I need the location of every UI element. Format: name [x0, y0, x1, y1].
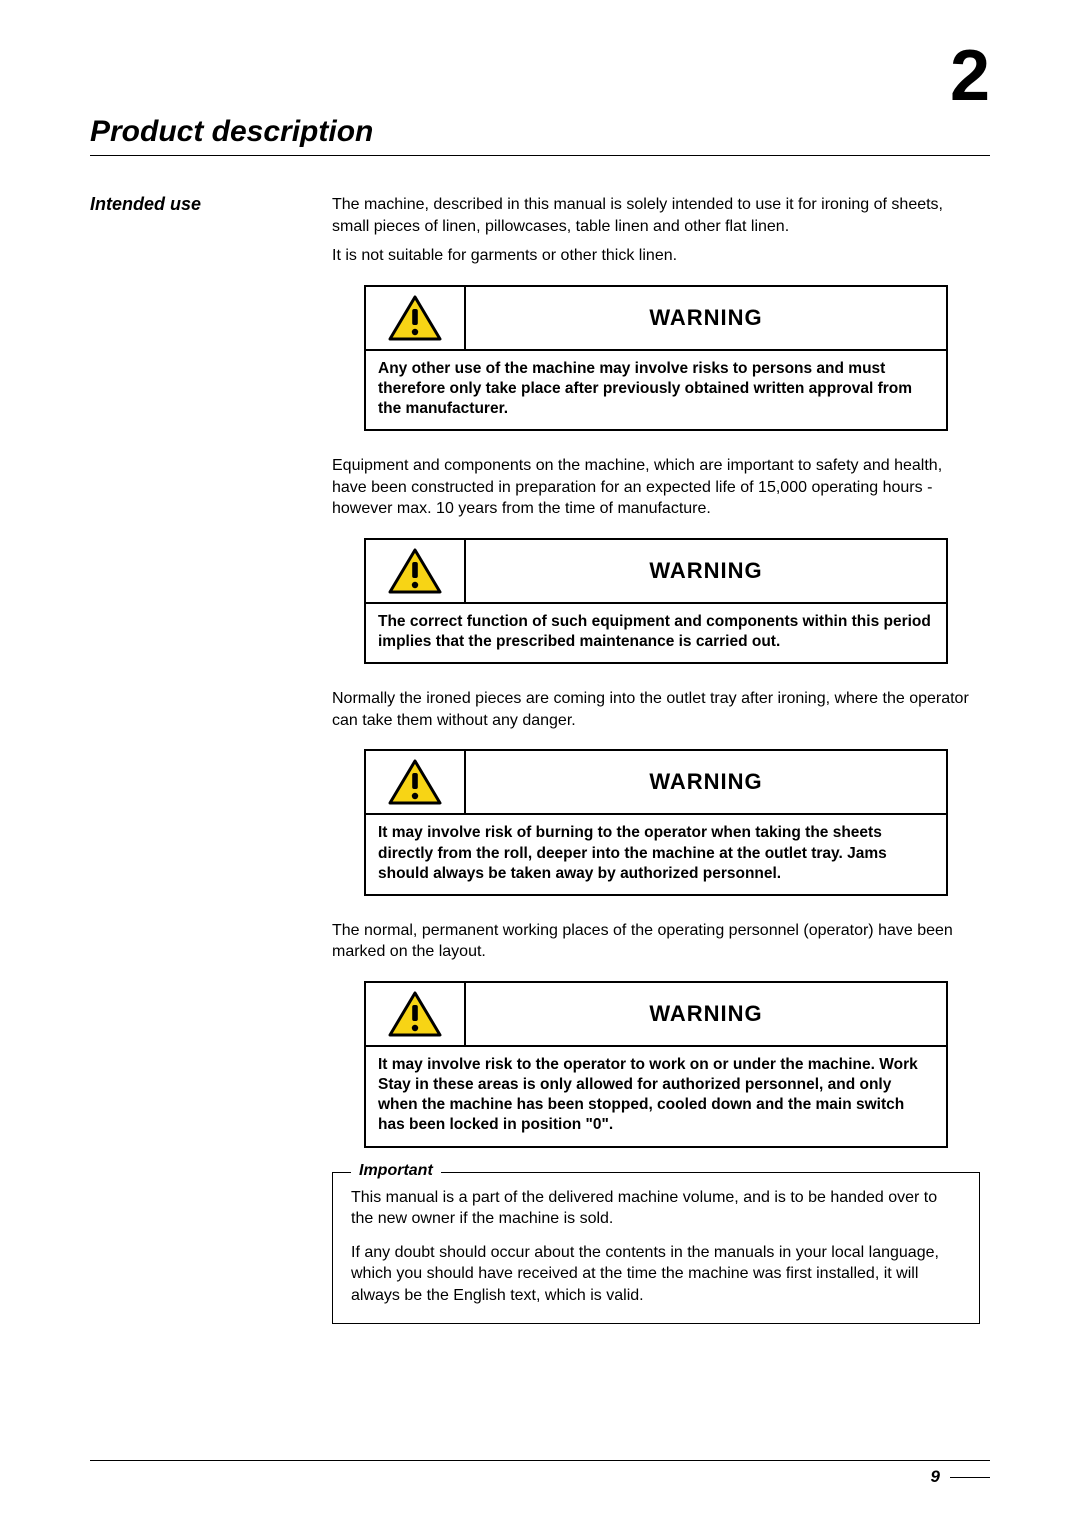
warning-label: WARNING [466, 287, 946, 351]
footer-rule [90, 1460, 990, 1461]
warning-header: WARNING [366, 983, 946, 1047]
warning-box: WARNING It may involve risk to the opera… [364, 981, 948, 1148]
warning-box: WARNING The correct function of such equ… [364, 538, 948, 664]
chapter-number: 2 [950, 35, 990, 117]
warning-icon-cell [366, 983, 466, 1047]
warning-box: WARNING It may involve risk of burning t… [364, 749, 948, 895]
body-paragraph: Normally the ironed pieces are coming in… [332, 688, 980, 731]
content-col: The machine, described in this manual is… [332, 194, 990, 1324]
warning-header: WARNING [366, 540, 946, 604]
warning-header: WARNING [366, 751, 946, 815]
warning-box: WARNING Any other use of the machine may… [364, 285, 948, 431]
warning-triangle-icon [388, 759, 442, 805]
warning-icon-cell [366, 751, 466, 815]
warning-body: Any other use of the machine may involve… [366, 351, 946, 429]
sidebar-heading: Intended use [90, 194, 320, 215]
important-box: Important This manual is a part of the d… [332, 1172, 980, 1324]
body-paragraph: Equipment and components on the machine,… [332, 455, 980, 520]
warning-label: WARNING [466, 751, 946, 815]
content-grid: Intended use The machine, described in t… [90, 194, 990, 1324]
warning-icon-cell [366, 287, 466, 351]
warning-icon-cell [366, 540, 466, 604]
warning-body: It may involve risk of burning to the op… [366, 815, 946, 893]
title-rule [90, 155, 990, 156]
page-title: Product description [90, 115, 990, 149]
warning-triangle-icon [388, 991, 442, 1037]
important-paragraph: This manual is a part of the delivered m… [351, 1187, 961, 1230]
warning-label: WARNING [466, 540, 946, 604]
warning-header: WARNING [366, 287, 946, 351]
warning-body: The correct function of such equipment a… [366, 604, 946, 662]
page-number: 9 [931, 1467, 990, 1487]
body-paragraph: It is not suitable for garments or other… [332, 245, 980, 267]
body-paragraph: The normal, permanent working places of … [332, 920, 980, 963]
body-paragraph: The machine, described in this manual is… [332, 194, 980, 237]
important-legend: Important [351, 1162, 441, 1180]
warning-label: WARNING [466, 983, 946, 1047]
warning-triangle-icon [388, 295, 442, 341]
sidebar-col: Intended use [90, 194, 320, 1324]
warning-body: It may involve risk to the operator to w… [366, 1047, 946, 1146]
important-paragraph: If any doubt should occur about the cont… [351, 1242, 961, 1307]
warning-triangle-icon [388, 548, 442, 594]
